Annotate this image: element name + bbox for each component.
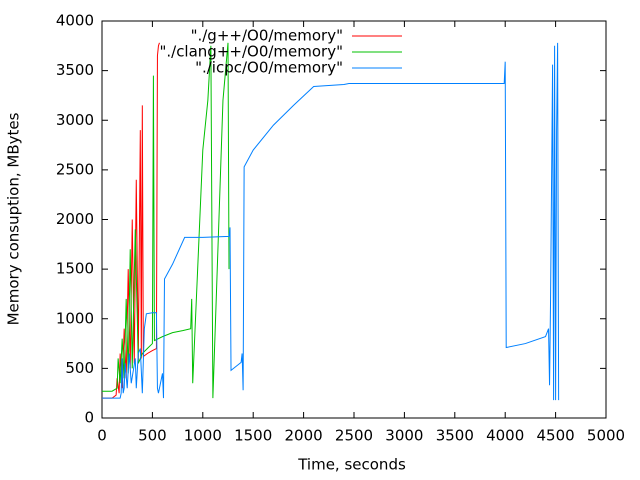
y-tick-label: 1500 xyxy=(56,260,94,278)
y-tick-label: 4000 xyxy=(56,12,94,30)
series-line xyxy=(102,42,230,399)
y-tick-label: 2000 xyxy=(56,210,94,228)
y-tick-label: 500 xyxy=(65,359,94,377)
legend-label: "./icpc/O0/memory" xyxy=(195,59,343,77)
x-tick-label: 4500 xyxy=(537,427,575,445)
legend-label: "./clang++/O0/memory" xyxy=(159,43,343,61)
y-tick-label: 3500 xyxy=(56,61,94,79)
x-tick-label: 2500 xyxy=(335,427,373,445)
x-tick-label: 1500 xyxy=(234,427,272,445)
series-line xyxy=(102,42,560,401)
x-tick-label: 5000 xyxy=(587,427,625,445)
x-tick-label: 3000 xyxy=(385,427,423,445)
y-tick-label: 3000 xyxy=(56,111,94,129)
x-tick-label: 4000 xyxy=(486,427,524,445)
y-tick-label: 1000 xyxy=(56,309,94,327)
x-tick-label: 2000 xyxy=(285,427,323,445)
x-tick-label: 3500 xyxy=(436,427,474,445)
y-axis-label: Memory consuption, MBytes xyxy=(5,112,23,325)
y-tick-label: 0 xyxy=(84,409,94,427)
x-tick-label: 0 xyxy=(97,427,107,445)
x-axis-label: Time, seconds xyxy=(297,456,406,474)
legend-label: "./g++/O0/memory" xyxy=(191,27,343,45)
plot-border xyxy=(101,20,607,419)
x-tick-label: 500 xyxy=(138,427,167,445)
x-tick-label: 1000 xyxy=(184,427,222,445)
y-tick-label: 2500 xyxy=(56,160,94,178)
